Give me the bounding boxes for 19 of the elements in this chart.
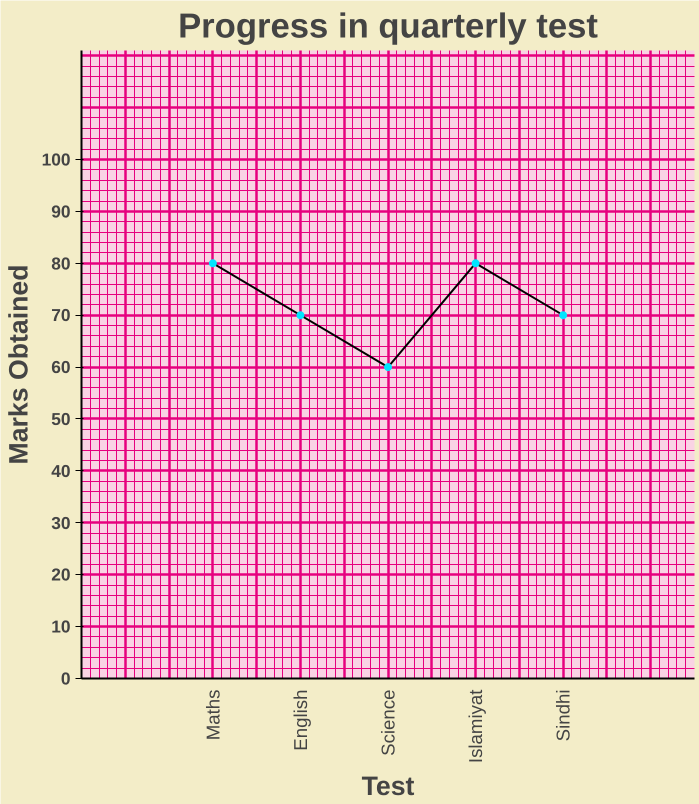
y-tick-label: 0 — [60, 668, 71, 688]
y-tick-label: 80 — [51, 253, 71, 274]
y-tick-label: 90 — [51, 201, 71, 222]
y-tick-label: 20 — [51, 564, 71, 585]
x-tick-label: Sindhi — [552, 689, 574, 742]
y-tick-label: 40 — [51, 460, 71, 481]
y-tick-label: 30 — [51, 512, 71, 533]
y-axis-title: Marks Obtained — [4, 264, 34, 464]
x-tick-label: Maths — [202, 689, 224, 740]
y-tick-label: 50 — [51, 408, 71, 429]
x-axis-title: Test — [362, 771, 415, 802]
y-tick-label: 10 — [51, 616, 71, 637]
y-tick-label: 70 — [51, 305, 71, 326]
y-tick-label: 100 — [42, 149, 71, 170]
chart-title: Progress in quarterly test — [178, 8, 598, 46]
x-tick-label: Science — [378, 689, 398, 756]
x-tick-label: English — [290, 689, 311, 751]
y-tick-label: 60 — [51, 357, 71, 378]
x-tick-label: Islamiyat — [465, 688, 486, 764]
